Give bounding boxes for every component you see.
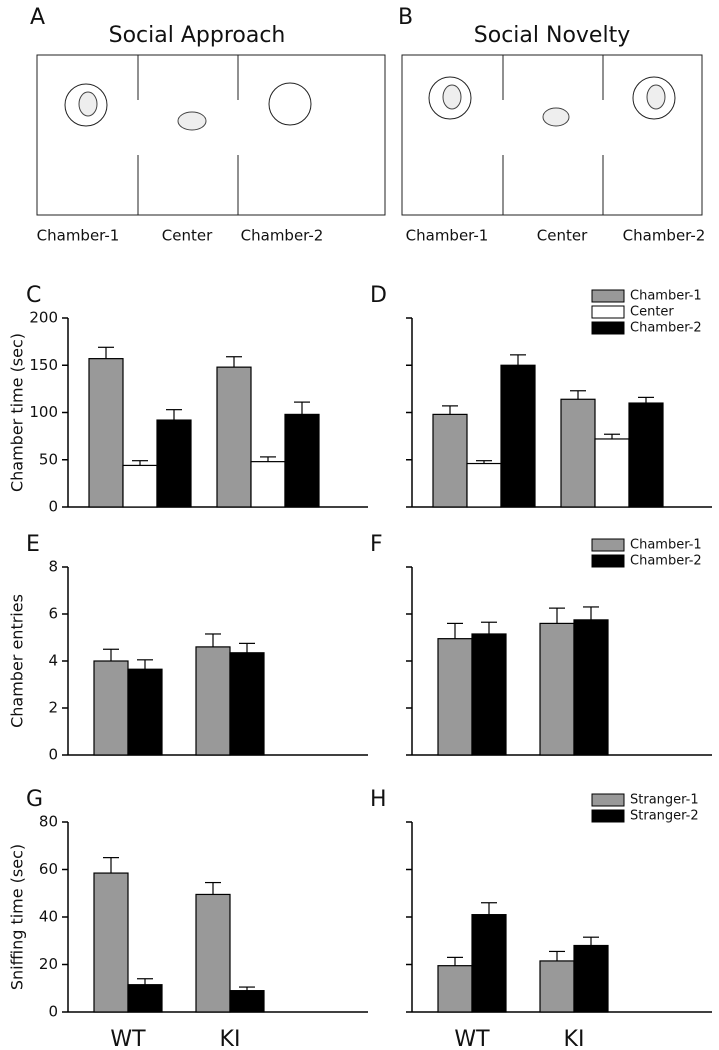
diagram-title: Social Approach: [109, 23, 286, 48]
panel-letter: G: [26, 787, 43, 812]
x-tick-label: WT: [454, 1027, 490, 1050]
bar: [250, 461, 286, 508]
y-axis-label: Chamber time (sec): [8, 333, 27, 492]
bar: [573, 619, 609, 756]
y-tick-label: 2: [48, 699, 58, 717]
bar: [93, 660, 129, 756]
bar: [437, 638, 473, 756]
bar: [594, 438, 630, 508]
panel-letter: H: [370, 787, 387, 812]
legend-label: Center: [630, 305, 674, 320]
bar: [628, 402, 664, 508]
bar: [539, 622, 575, 756]
x-tick-label: KI: [564, 1027, 585, 1050]
bar: [471, 914, 507, 1013]
y-tick-label: 0: [48, 746, 58, 764]
cage: [268, 82, 312, 126]
y-tick-label: 4: [48, 652, 58, 670]
bar: [127, 984, 163, 1013]
diagram-title: Social Novelty: [474, 23, 630, 48]
arena: [401, 54, 703, 216]
panel-letter: D: [370, 283, 387, 308]
legend-label: Stranger-1: [630, 793, 699, 808]
x-tick-label: KI: [220, 1027, 241, 1050]
bar: [432, 413, 468, 508]
y-tick-label: 200: [29, 309, 58, 327]
diagram-a: A Social Approach Chamber-1 Center Chamb…: [30, 5, 386, 245]
y-tick-label: 40: [39, 908, 58, 926]
bar: [560, 398, 596, 508]
chamber-label: Chamber-2: [241, 227, 324, 245]
legend-swatch: [591, 321, 625, 335]
y-tick-label: 60: [39, 860, 58, 878]
mouse-icon: [542, 107, 570, 127]
y-tick-label: 50: [39, 450, 58, 468]
legend-label: Chamber-2: [630, 554, 702, 569]
bar: [156, 419, 192, 508]
bar: [437, 965, 473, 1013]
bar: [195, 646, 231, 756]
y-tick-label: 6: [48, 605, 58, 623]
mouse-icon: [442, 84, 462, 110]
arena: [36, 54, 386, 216]
bar: [229, 990, 265, 1013]
mouse-icon: [646, 84, 666, 110]
bar: [539, 960, 575, 1013]
legend-swatch: [591, 289, 625, 303]
panel-letter: B: [398, 5, 413, 30]
bar: [93, 872, 129, 1013]
panel-letter: A: [30, 5, 45, 30]
y-tick-label: 150: [29, 356, 58, 374]
y-tick-label: 80: [39, 813, 58, 831]
chamber-label: Chamber-1: [406, 227, 489, 245]
bar: [122, 464, 158, 508]
chamber-label: Center: [162, 227, 213, 245]
cage: [632, 76, 676, 120]
chamber-label: Center: [537, 227, 588, 245]
bar: [573, 944, 609, 1013]
legend-swatch: [591, 809, 625, 823]
cage: [64, 83, 108, 127]
bar: [195, 893, 231, 1013]
legend-swatch: [591, 793, 625, 807]
chamber-label: Chamber-2: [623, 227, 706, 245]
legend-swatch: [591, 538, 625, 552]
chamber-label: Chamber-1: [37, 227, 120, 245]
bar: [127, 668, 163, 756]
panel-letter: E: [26, 532, 40, 557]
legend-label: Stranger-2: [630, 809, 699, 824]
bar: [229, 652, 265, 756]
y-axis-label: Sniffing time (sec): [8, 844, 27, 990]
y-tick-label: 100: [29, 403, 58, 421]
panel-letter: F: [370, 532, 383, 557]
y-tick-label: 8: [48, 558, 58, 576]
legend-swatch: [591, 305, 625, 319]
bar: [466, 462, 502, 508]
x-tick-label: WT: [110, 1027, 146, 1050]
legend-swatch: [591, 554, 625, 568]
bar: [216, 366, 252, 508]
panel-letter: C: [26, 283, 41, 308]
bar: [88, 358, 124, 508]
legend-label: Chamber-2: [630, 321, 702, 336]
legend-label: Chamber-1: [630, 538, 702, 553]
y-tick-label: 0: [48, 498, 58, 516]
y-tick-label: 0: [48, 1003, 58, 1021]
bar: [284, 413, 320, 508]
y-axis-label: Chamber entries: [8, 594, 27, 728]
mouse-icon: [78, 91, 98, 117]
mouse-icon: [177, 111, 207, 131]
diagram-b: B Social Novelty Chamber-1 Center Chambe…: [398, 5, 705, 245]
y-tick-label: 20: [39, 955, 58, 973]
bar: [471, 633, 507, 756]
cage: [428, 76, 472, 120]
bar: [500, 364, 536, 508]
legend-label: Chamber-1: [630, 289, 702, 304]
